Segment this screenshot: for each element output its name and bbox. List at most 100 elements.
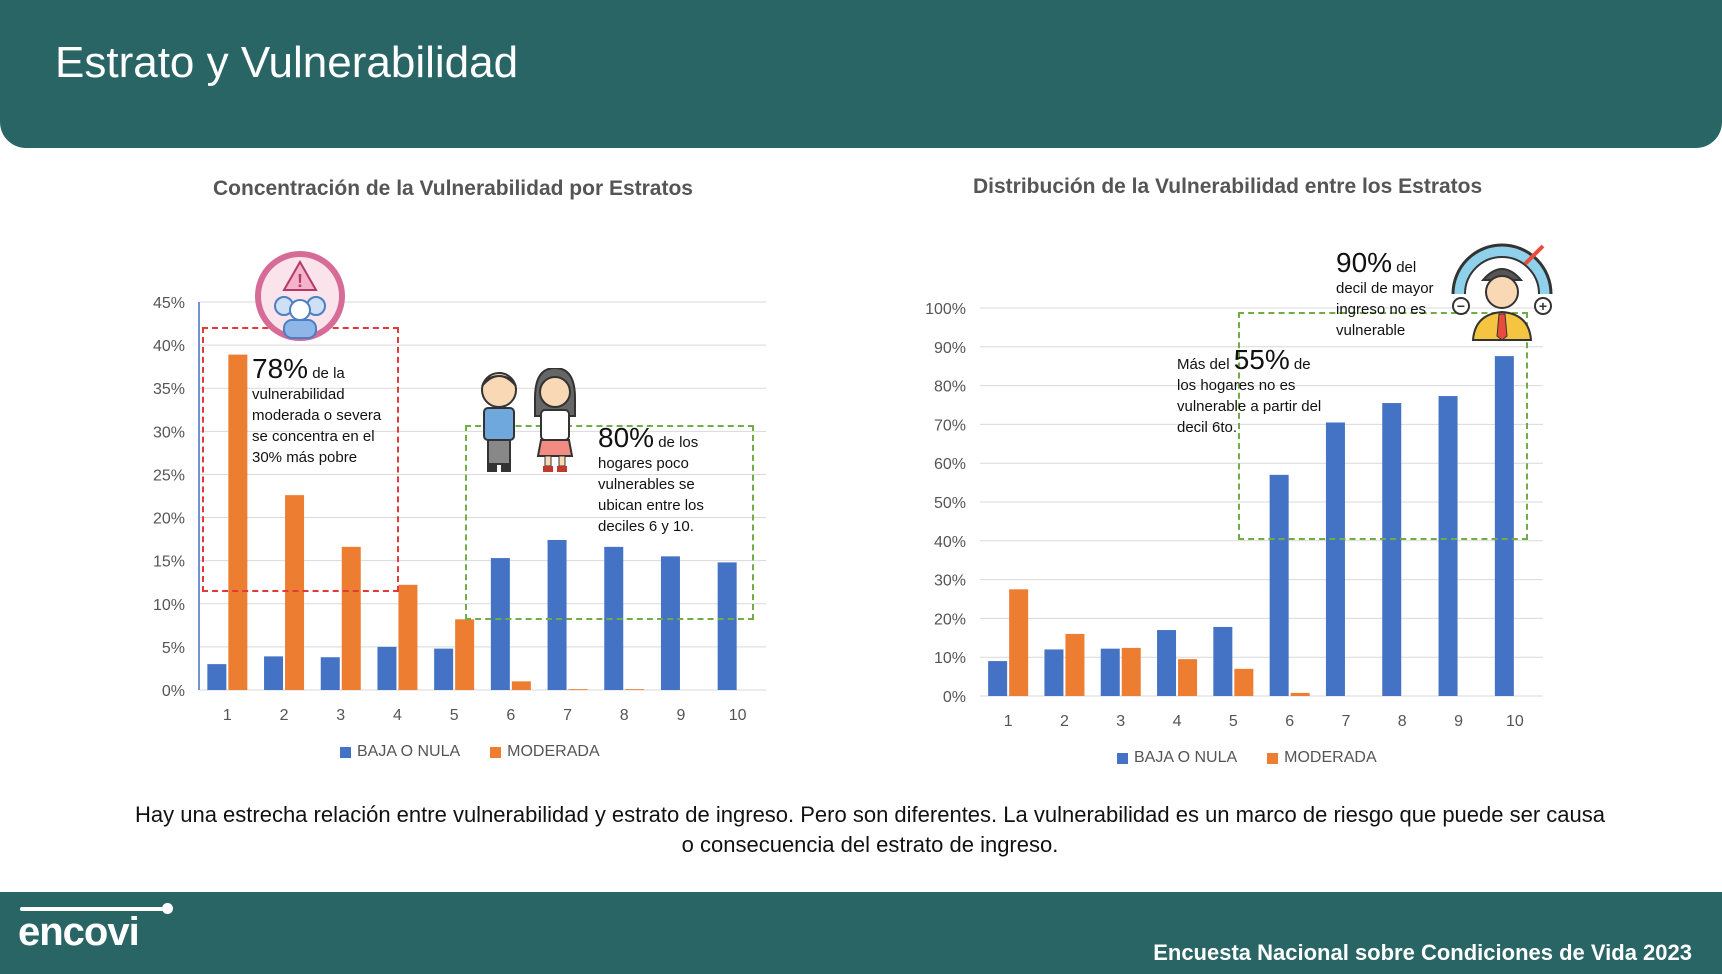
chart1-bar-moderada-8 — [625, 689, 645, 690]
chart2-ytick-label: 80% — [934, 379, 966, 396]
chart1-xtick-label: 1 — [223, 707, 232, 724]
annotation-90: 90% del decil de mayor ingreso no es vul… — [1336, 247, 1434, 340]
chart2-ytick-label: 0% — [943, 689, 966, 706]
caption-text: Hay una estrecha relación entre vulnerab… — [134, 802, 1605, 857]
chart1-bar-baja-7 — [547, 539, 567, 690]
chart1-ytick-label: 30% — [153, 424, 185, 441]
chart2-bar-moderada-4 — [1178, 659, 1198, 696]
chart1-xtick-label: 5 — [450, 707, 459, 724]
chart2-ytick-label: 10% — [934, 650, 966, 667]
chart1-ytick-label: 10% — [153, 597, 185, 614]
chart2-bar-moderada-5 — [1234, 668, 1254, 696]
logo-dot — [162, 903, 173, 914]
footer-bar — [0, 892, 1722, 974]
chart2-ytick-label: 30% — [934, 573, 966, 590]
chart1-ytick-label: 35% — [153, 381, 185, 398]
chart1-bar-baja-5 — [434, 648, 454, 690]
chart2-xtick-label: 4 — [1173, 713, 1182, 730]
chart1-title: Concentración de la Vulnerabilidad por E… — [213, 177, 693, 200]
chart1-ytick-label: 25% — [153, 467, 185, 484]
chart1-bar-moderada-4 — [398, 584, 418, 690]
chart1-ytick-label: 40% — [153, 338, 185, 355]
chart2-xtick-label: 10 — [1506, 713, 1524, 730]
chart2-ytick-label: 100% — [925, 301, 966, 318]
chart2-bar-moderada-1 — [1009, 589, 1029, 696]
chart2-xtick-label: 6 — [1285, 713, 1294, 730]
encovi-logo: encovi — [18, 910, 140, 954]
warning-people-icon: ! — [255, 251, 345, 341]
chart2-ytick-label: 20% — [934, 611, 966, 628]
chart2-ytick-label: 60% — [934, 456, 966, 473]
chart1-legend: BAJA O NULA MODERADA — [340, 743, 600, 761]
chart1-ytick-label: 45% — [153, 295, 185, 312]
survey-name: Encuesta Nacional sobre Condiciones de V… — [1153, 940, 1692, 965]
legend-swatch-moderada — [1267, 752, 1279, 764]
chart1-xtick-label: 6 — [506, 707, 515, 724]
chart2-bar-baja-9 — [1438, 396, 1458, 696]
chart2-xtick-label: 3 — [1116, 713, 1125, 730]
boy-icon — [481, 372, 517, 472]
legend-label-moderada: MODERADA — [507, 743, 600, 760]
chart2-xtick-label: 5 — [1229, 713, 1238, 730]
logo-line — [20, 907, 168, 911]
chart1-ytick-label: 15% — [153, 554, 185, 571]
chart1-xtick-label: 2 — [280, 707, 289, 724]
chart1-bar-moderada-1 — [228, 354, 248, 690]
chart2-bar-baja-1 — [988, 661, 1008, 696]
chart1-xtick-label: 9 — [676, 707, 685, 724]
gauge-person-icon: − + — [1451, 243, 1553, 341]
chart2-ytick-label: 90% — [934, 340, 966, 357]
chart2-xtick-label: 1 — [1004, 713, 1013, 730]
chart2-xtick-label: 9 — [1454, 713, 1463, 730]
chart2-ytick-label: 40% — [934, 534, 966, 551]
chart1-ytick-label: 20% — [153, 511, 185, 528]
chart2-bar-baja-4 — [1157, 630, 1177, 696]
chart2-bar-baja-2 — [1044, 649, 1064, 696]
chart2-ytick-label: 50% — [934, 495, 966, 512]
chart1-xtick-label: 8 — [620, 707, 629, 724]
annotation-55: Más del 55% de los hogares no es vulnera… — [1177, 344, 1322, 437]
annotation-78: 78% de la vulnerabilidad moderada o seve… — [252, 353, 382, 467]
chart1-bar-baja-4 — [377, 646, 397, 690]
svg-text:!: ! — [297, 271, 303, 291]
page-title: Estrato y Vulnerabilidad — [55, 38, 519, 87]
chart1-bar-moderada-2 — [285, 495, 305, 690]
chart2-xtick-label: 8 — [1398, 713, 1407, 730]
chart1-bar-baja-2 — [264, 656, 284, 690]
chart1-bar-baja-6 — [490, 558, 510, 690]
legend-label-baja: BAJA O NULA — [357, 743, 461, 760]
chart1-bar-baja-9 — [660, 556, 680, 690]
chart1-xtick-label: 4 — [393, 707, 402, 724]
chart1-bar-moderada-3 — [341, 546, 361, 690]
annotation-80: 80% de los hogares poco vulnerables se u… — [598, 422, 704, 536]
svg-text:+: + — [1539, 298, 1547, 314]
chart1-bar-baja-10 — [717, 562, 737, 690]
chart2-bar-moderada-2 — [1065, 633, 1085, 696]
chart2-title: Distribución de la Vulnerabilidad entre … — [973, 175, 1483, 198]
chart1-bar-baja-1 — [207, 664, 227, 690]
legend-label-baja: BAJA O NULA — [1134, 749, 1238, 766]
chart2-bar-baja-7 — [1325, 422, 1345, 696]
chart2-bar-baja-10 — [1494, 356, 1514, 696]
chart2-bar-moderada-6 — [1290, 692, 1310, 696]
chart2-bar-moderada-3 — [1121, 647, 1141, 696]
chart1-ytick-label: 5% — [162, 640, 185, 657]
legend-label-moderada: MODERADA — [1284, 749, 1377, 766]
svg-text:−: − — [1457, 298, 1465, 314]
chart2-bar-baja-8 — [1382, 403, 1402, 696]
highlight-box-top-deciles — [1238, 312, 1528, 540]
chart2-bar-baja-3 — [1100, 648, 1120, 696]
chart1-bar-moderada-5 — [455, 619, 475, 690]
chart1-bar-baja-3 — [320, 657, 340, 690]
legend-swatch-moderada — [490, 746, 502, 758]
header-bar — [0, 0, 1722, 148]
chart2-legend: BAJA O NULA MODERADA — [1117, 749, 1377, 767]
legend-swatch-baja — [340, 746, 351, 758]
chart2-ytick-label: 70% — [934, 417, 966, 434]
chart2-bar-baja-6 — [1269, 474, 1289, 696]
legend-swatch-baja — [1117, 752, 1128, 764]
chart1-bar-moderada-6 — [511, 681, 531, 690]
chart1-xtick-label: 3 — [336, 707, 345, 724]
chart1-bar-moderada-7 — [568, 689, 588, 690]
chart1-xtick-label: 10 — [729, 707, 747, 724]
